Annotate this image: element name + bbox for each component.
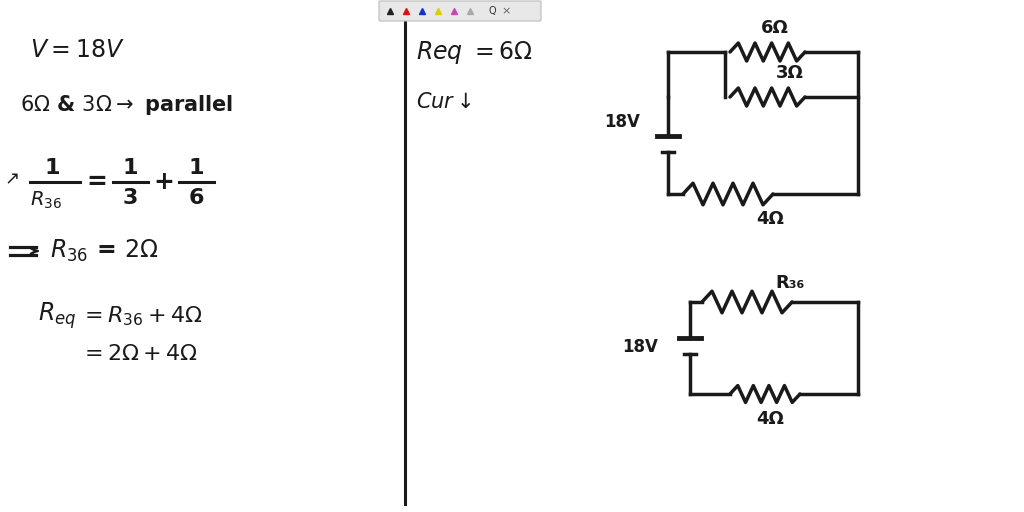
Text: $Req\ = 6\Omega$: $Req\ = 6\Omega$ — [416, 38, 532, 66]
Text: 4Ω: 4Ω — [756, 410, 784, 428]
Text: 6Ω: 6Ω — [761, 19, 788, 37]
Text: ↗: ↗ — [4, 170, 19, 188]
Text: 1: 1 — [188, 158, 204, 178]
Text: Q: Q — [488, 6, 496, 16]
Text: $R_{eq}$: $R_{eq}$ — [38, 301, 77, 331]
Text: $6\Omega$ & $3\Omega\rightarrow$ parallel: $6\Omega$ & $3\Omega\rightarrow$ paralle… — [20, 93, 233, 117]
Text: $R_{36}$: $R_{36}$ — [30, 189, 62, 210]
Text: =: = — [87, 170, 108, 194]
Text: 1: 1 — [122, 158, 138, 178]
Text: 1: 1 — [44, 158, 59, 178]
FancyBboxPatch shape — [379, 1, 541, 21]
Text: $Cur\downarrow$: $Cur\downarrow$ — [416, 92, 472, 112]
Text: $= R_{36} + 4\Omega$: $= R_{36} + 4\Omega$ — [80, 304, 203, 328]
Text: 3: 3 — [122, 188, 137, 208]
Text: 4Ω: 4Ω — [756, 210, 784, 228]
Text: $V=18V$: $V=18V$ — [30, 38, 125, 62]
Text: 18V: 18V — [604, 113, 640, 131]
Text: 3Ω: 3Ω — [776, 64, 804, 82]
Text: ×: × — [502, 6, 511, 16]
Text: 18V: 18V — [623, 338, 658, 356]
Text: $= 2\Omega + 4\Omega$: $= 2\Omega + 4\Omega$ — [80, 344, 198, 364]
Text: 6: 6 — [188, 188, 204, 208]
Text: $R_{36}$ = $2\Omega$: $R_{36}$ = $2\Omega$ — [50, 238, 159, 264]
Text: R₃₆: R₃₆ — [775, 274, 805, 292]
Text: +: + — [154, 170, 174, 194]
